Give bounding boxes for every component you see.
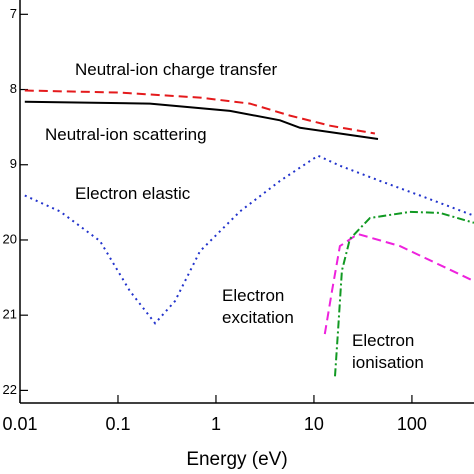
- y-tick-label: 21: [3, 307, 17, 322]
- x-axis-label: Energy (eV): [186, 449, 287, 470]
- x-tick-label: 10: [304, 414, 324, 434]
- series-line: [323, 232, 474, 335]
- annotation: Electron ionisation: [352, 331, 424, 372]
- y-tick-label: 22: [3, 382, 17, 397]
- x-tick-label: 0.1: [105, 414, 130, 434]
- x-tick-label: 1: [211, 414, 221, 434]
- series-line: [24, 89, 376, 135]
- y-tick-label: 20: [3, 231, 17, 246]
- y-tick-label: 8: [10, 81, 17, 96]
- series-line: [334, 210, 474, 377]
- annotation: Neutral-ion charge transfer: [75, 60, 278, 79]
- annotation: Neutral-ion scattering: [45, 125, 207, 144]
- x-tick-label: 100: [397, 414, 427, 434]
- series-line: [24, 154, 474, 325]
- annotation: Electron excitation: [222, 286, 294, 327]
- annotation: Electron elastic: [75, 184, 191, 203]
- x-tick-label: 0.01: [2, 414, 37, 434]
- y-tick-label: 9: [10, 156, 17, 171]
- series-line: [24, 100, 379, 140]
- y-tick-label: 7: [10, 6, 17, 21]
